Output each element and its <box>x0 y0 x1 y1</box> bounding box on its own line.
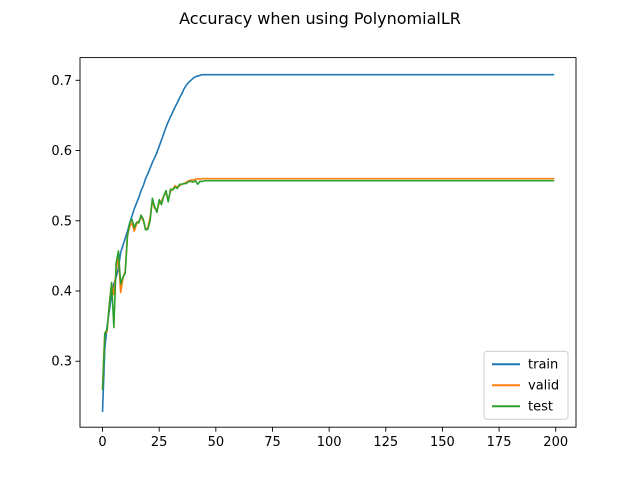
legend-label-train: train <box>528 358 558 373</box>
y-tick-label: 0.3 <box>51 355 72 370</box>
y-tick-label: 0.6 <box>51 144 72 159</box>
series-line-test <box>101 179 555 391</box>
y-tick-label: 0.4 <box>51 285 72 300</box>
x-tick-label: 125 <box>373 435 398 450</box>
y-tick-label: 0.5 <box>51 214 72 229</box>
series-lines <box>101 73 555 412</box>
y-tick-label: 0.7 <box>51 74 72 89</box>
x-tick-label: 50 <box>208 435 225 450</box>
x-tick-label: 25 <box>151 435 168 450</box>
legend-box <box>483 350 569 420</box>
x-tick-label: 100 <box>317 435 342 450</box>
x-tick-label: 175 <box>487 435 512 450</box>
x-tick-label: 0 <box>98 435 106 450</box>
x-tick-label: 150 <box>430 435 455 450</box>
x-tick-label: 200 <box>543 435 568 450</box>
legend: train valid test <box>483 350 569 420</box>
x-tick-label: 75 <box>264 435 281 450</box>
legend-label-test: test <box>528 400 553 415</box>
axes-frame <box>79 57 577 428</box>
series-line-train <box>101 73 555 412</box>
legend-label-valid: valid <box>528 379 559 394</box>
chart-title: Accuracy when using PolynomialLR <box>179 9 461 28</box>
plot-area: 0 25 50 75 100 125 150 175 200 0.3 0.4 0.5 0.6 0.7 tra… <box>51 57 577 450</box>
